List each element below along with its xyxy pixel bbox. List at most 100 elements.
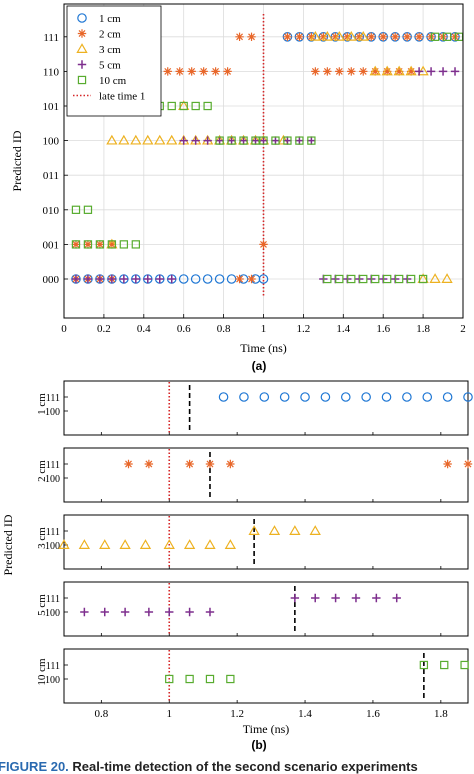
legend-marker — [76, 43, 88, 53]
point — [258, 274, 269, 284]
y-tick-label: 111 — [46, 460, 60, 471]
point — [251, 136, 260, 145]
point — [383, 274, 392, 284]
point — [185, 459, 194, 469]
point — [80, 607, 89, 617]
point — [203, 101, 212, 111]
y-tick-label: 111 — [46, 661, 60, 672]
point — [319, 32, 328, 41]
legend-label: 10 cm — [99, 75, 127, 87]
point — [419, 660, 429, 670]
point — [426, 67, 436, 76]
point — [58, 539, 70, 549]
y-tick-label: 100 — [45, 474, 60, 485]
legend: 1 cm 2 cm 3 cm 5 cm 10 cm late time 1 — [66, 5, 162, 117]
point — [185, 607, 194, 617]
point — [187, 67, 196, 76]
point — [367, 32, 376, 41]
point — [379, 32, 388, 41]
point — [381, 65, 393, 76]
point — [323, 67, 332, 76]
point — [355, 32, 364, 41]
x-tick-label: 1.6 — [366, 708, 380, 720]
y-tick-label: 100 — [45, 407, 60, 418]
point — [99, 539, 111, 549]
series-2cm — [71, 32, 460, 284]
y-tick-label: 111 — [46, 393, 60, 404]
y-tick-label: 100 — [45, 541, 60, 552]
point — [268, 525, 281, 535]
point — [119, 274, 129, 284]
point — [283, 136, 292, 145]
point — [191, 101, 200, 111]
point — [430, 32, 440, 41]
point — [226, 674, 235, 684]
x-tick-label: 1.2 — [230, 708, 244, 720]
x-tick-label: 1.2 — [297, 323, 311, 335]
x-tick-label: 1 — [261, 323, 267, 335]
point — [351, 593, 361, 603]
point — [405, 65, 417, 76]
point — [460, 660, 469, 670]
point — [218, 392, 229, 402]
x-tick-label: 0.8 — [217, 323, 231, 335]
point — [450, 67, 460, 76]
x-axis-label-b: Time (ns) — [243, 722, 290, 736]
point — [155, 274, 164, 284]
point — [144, 607, 154, 617]
point — [165, 607, 174, 617]
point — [295, 136, 304, 145]
point — [214, 274, 225, 284]
x-tick-label: 1.4 — [336, 323, 350, 335]
panel-label: 10 cm — [36, 658, 48, 686]
point — [131, 240, 140, 249]
point — [335, 274, 344, 284]
x-tick-label: 2 — [460, 323, 466, 335]
point — [311, 67, 320, 76]
point — [347, 274, 356, 284]
point — [442, 392, 453, 402]
point — [83, 240, 93, 249]
point — [227, 136, 236, 145]
point — [205, 607, 215, 617]
point — [307, 136, 316, 145]
caption-text: Real-time detection of the second scenar… — [69, 759, 418, 774]
point — [71, 205, 81, 214]
point — [441, 273, 453, 283]
point — [279, 392, 290, 402]
point — [406, 67, 416, 76]
x-tick-label: 0.4 — [137, 323, 151, 335]
point — [185, 674, 194, 684]
point — [183, 539, 196, 549]
point — [271, 136, 280, 145]
point — [143, 274, 152, 284]
point — [402, 32, 412, 41]
y-tick-label: 110 — [43, 66, 60, 78]
y-tick-label: 100 — [45, 608, 60, 619]
point — [163, 67, 172, 76]
point — [120, 607, 130, 617]
point — [300, 392, 310, 402]
point — [179, 101, 188, 111]
point — [106, 134, 118, 145]
point — [422, 392, 433, 402]
point — [347, 67, 356, 76]
point — [463, 459, 473, 469]
point — [130, 134, 142, 145]
point — [309, 525, 321, 535]
point — [118, 134, 130, 145]
point — [239, 136, 248, 145]
x-tick-label: 0 — [61, 323, 67, 335]
legend-marker — [77, 29, 87, 38]
point — [95, 240, 105, 249]
point — [107, 240, 117, 249]
panel-frame — [63, 581, 469, 637]
point — [290, 593, 300, 603]
point — [167, 101, 176, 111]
point — [107, 240, 117, 249]
point — [331, 32, 340, 41]
figure-caption: FIGURE 20. Real-time detection of the se… — [0, 759, 418, 774]
